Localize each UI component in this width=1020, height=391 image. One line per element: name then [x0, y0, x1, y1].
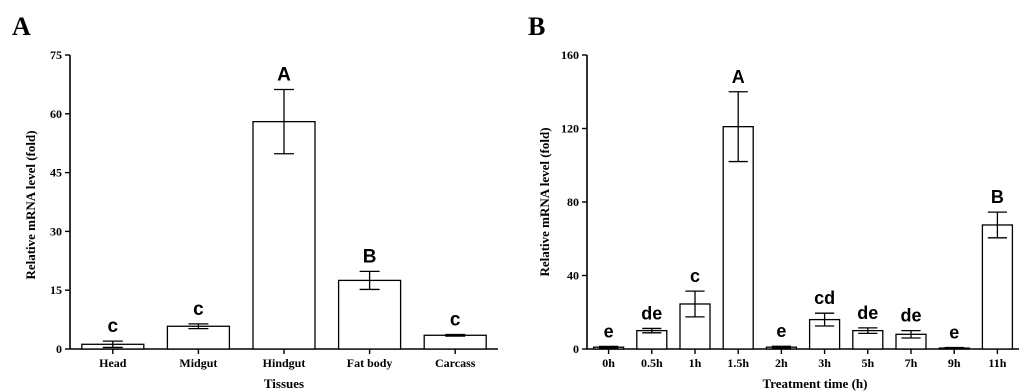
panel-a-bar [423, 334, 487, 350]
panel-b-y-tick-label: 80 [567, 195, 579, 209]
panel-b-x-tick-label: 2h [775, 356, 788, 370]
panel-a-ylabel: Relative mRNA level (fold) [23, 130, 38, 279]
panel-a-x-tick-label: Hindgut [263, 356, 306, 370]
panel-a-significance-label: A [277, 64, 291, 85]
panel-b-bar [722, 126, 754, 350]
panel-a-xlabel: Tissues [264, 376, 304, 391]
panel-b-plot: 0 40 80 120 160 0h e 0.5h de 1h c 1.5h A 2h e 3h cd 5h de 7… [561, 48, 1019, 370]
panel-b-significance-label: cd [814, 288, 835, 308]
panel-a-letter: A [12, 12, 31, 41]
panel-b-x-tick-label: 9h [948, 356, 961, 370]
panel-a-significance-label: c [450, 309, 461, 330]
panel-b-y-tick-label: 160 [561, 48, 579, 62]
panel-a-significance-label: B [363, 246, 377, 267]
panel-a-y-tick-label: 75 [50, 48, 62, 62]
panel-b-y-tick-label: 40 [567, 269, 579, 283]
panel-a-x-tick-label: Midgut [179, 356, 217, 370]
panel-b-significance-label: de [641, 303, 662, 323]
panel-a-y-tick-label: 45 [50, 166, 62, 180]
panel-b-x-tick-label: 0.5h [641, 356, 663, 370]
panel-a-bar [252, 120, 316, 350]
panel-b-significance-label: e [776, 321, 786, 341]
panel-a-y-tick-label: 60 [50, 107, 62, 121]
panel-b-bar [981, 224, 1014, 350]
panel-b-y-tick-label: 0 [573, 342, 579, 356]
panel-b-x-tick-label: 3h [818, 356, 831, 370]
panel-b-x-tick-label: 0h [602, 356, 615, 370]
panel-a-x-tick-label: Fat body [347, 356, 393, 370]
panel-b-x-tick-label: 7h [905, 356, 918, 370]
panel-a-bar [337, 279, 402, 350]
panel-a-x-tick-label: Carcass [435, 356, 476, 370]
panel-a-significance-label: c [108, 316, 119, 337]
panel-a-y-tick-label: 30 [50, 224, 62, 238]
panel-b-significance-label: c [690, 266, 700, 286]
panel-a-bar [166, 325, 231, 350]
panel-a-plot: 0 15 30 45 60 75 Head c Midgut c Hindgut A Fat body B… [50, 48, 498, 370]
panel-b: B Relative mRNA level (fold) Treatment t… [528, 12, 1019, 391]
panel-b-y-tick-label: 120 [561, 122, 579, 136]
panel-a: A Relative mRNA level (fold) Tissues 0 15… [12, 12, 498, 391]
panel-a-y-tick-label: 0 [56, 342, 62, 356]
panel-b-ylabel: Relative mRNA level (fold) [537, 127, 552, 276]
panel-b-significance-label: A [732, 67, 745, 87]
panel-a-x-tick-label: Head [99, 356, 127, 370]
panel-b-x-tick-label: 11h [988, 356, 1006, 370]
panel-b-xlabel: Treatment time (h) [763, 376, 868, 391]
panel-b-x-tick-label: 1h [689, 356, 702, 370]
panel-b-significance-label: de [857, 303, 878, 323]
panel-b-significance-label: e [949, 323, 959, 343]
panel-b-significance-label: de [900, 306, 921, 326]
panel-b-significance-label: e [604, 321, 614, 341]
panel-a-y-tick-label: 15 [50, 283, 62, 297]
panel-b-letter: B [528, 12, 545, 41]
panel-b-x-tick-label: 1.5h [727, 356, 749, 370]
panel-b-x-tick-label: 5h [861, 356, 874, 370]
panel-b-significance-label: B [991, 187, 1004, 207]
panel-a-significance-label: c [193, 299, 204, 320]
